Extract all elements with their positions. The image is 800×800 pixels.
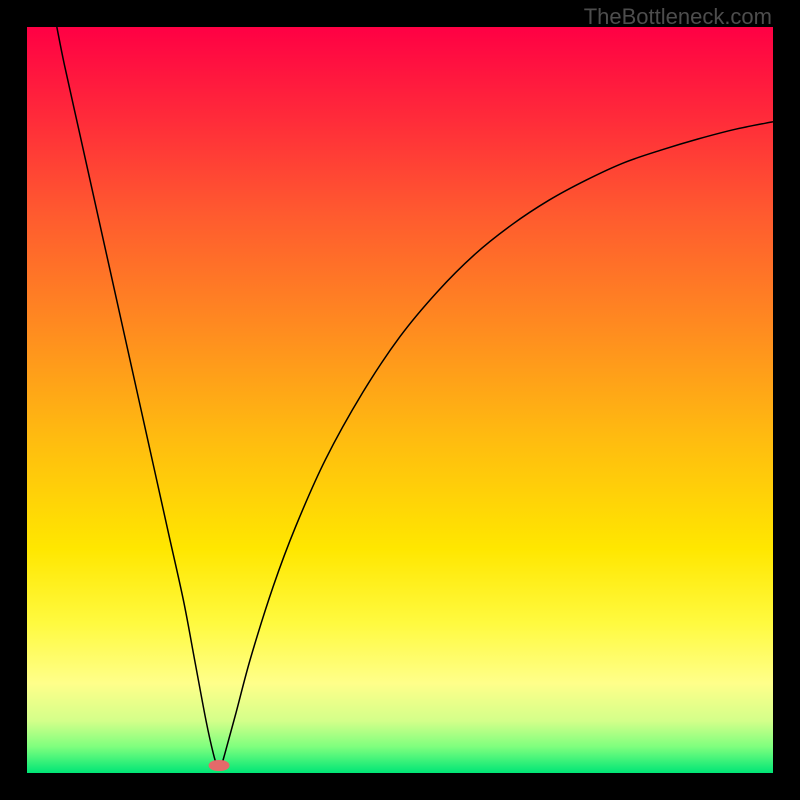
curve-layer [27, 27, 773, 773]
bottleneck-curve [57, 27, 773, 767]
optimum-marker [208, 760, 229, 772]
watermark-text: TheBottleneck.com [584, 4, 772, 30]
chart-container: TheBottleneck.com [0, 0, 800, 800]
plot-area [27, 27, 773, 773]
